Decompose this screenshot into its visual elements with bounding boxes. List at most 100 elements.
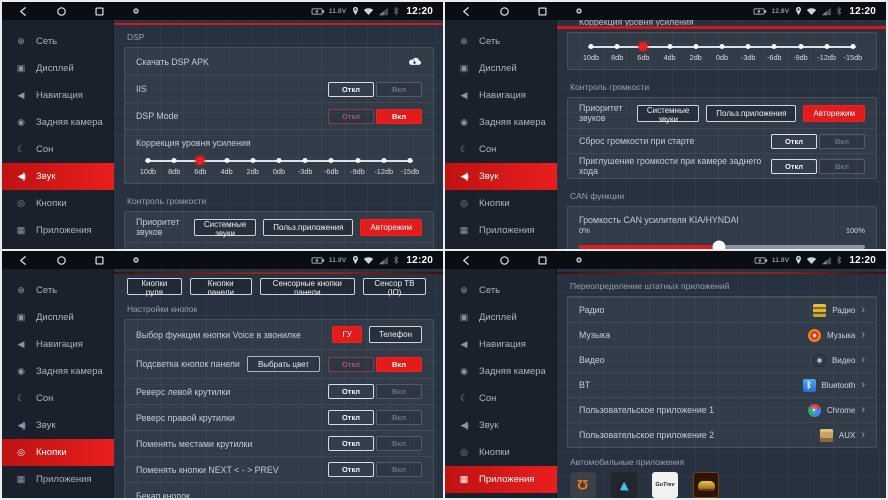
recents-icon[interactable] <box>537 255 548 266</box>
back-icon[interactable] <box>18 6 29 17</box>
gain-tick-dot[interactable] <box>719 44 725 49</box>
gain-tick-dot[interactable] <box>224 158 230 163</box>
toggle-off-button[interactable]: Откл <box>771 133 817 149</box>
recents-icon[interactable] <box>94 6 105 17</box>
sidebar-item[interactable]: Сеть <box>2 277 114 304</box>
can-volume-thumb[interactable] <box>712 240 726 249</box>
chevron-right-icon[interactable] <box>861 305 865 316</box>
priority-option-button[interactable]: Авторежим <box>803 104 865 122</box>
priority-option-button[interactable]: Системные звуки <box>193 218 257 238</box>
gain-tick-dot[interactable] <box>588 44 594 49</box>
gain-tick-dot[interactable] <box>638 42 648 51</box>
home-icon[interactable] <box>56 255 67 266</box>
gain-tick-dot[interactable] <box>145 158 151 163</box>
app-override-row[interactable]: Музыка Музыка <box>568 322 876 347</box>
toggle-on-button[interactable]: Вкл <box>376 436 422 451</box>
app-override-row[interactable]: Радио Радио <box>568 297 876 322</box>
sidebar-item[interactable]: Навигация <box>445 331 557 358</box>
recents-icon[interactable] <box>94 255 105 266</box>
chevron-right-icon[interactable] <box>861 330 865 341</box>
app-override-row[interactable]: Видео Видео <box>568 347 876 372</box>
recents-icon[interactable] <box>537 6 548 17</box>
sidebar-item[interactable]: Дисплей <box>2 55 114 82</box>
sidebar-item[interactable]: Звук <box>2 163 114 190</box>
gain-tick-dot[interactable] <box>381 158 387 163</box>
sidebar-item[interactable]: Дисплей <box>2 304 114 331</box>
sidebar-item[interactable]: Звук <box>445 163 557 190</box>
toggle-off-button[interactable]: Откл <box>328 108 374 124</box>
toggle-off-button[interactable]: Откл <box>328 436 374 451</box>
app-override-row[interactable]: Пользовательское приложение 2 AUX <box>568 422 876 447</box>
voice-option-button[interactable]: Телефон <box>368 326 422 343</box>
back-icon[interactable] <box>461 255 472 266</box>
home-icon[interactable] <box>56 6 67 17</box>
car-app-icon[interactable]: GoTrev <box>652 472 678 498</box>
sidebar-item[interactable]: Задняя камера <box>2 109 114 136</box>
gain-tick-dot[interactable] <box>302 158 308 163</box>
gain-tick-dot[interactable] <box>328 158 334 163</box>
toggle-on-button[interactable]: Вкл <box>376 410 422 425</box>
toggle-off-button[interactable]: Откл <box>328 356 374 372</box>
sidebar-item[interactable]: Сон <box>445 136 557 163</box>
toggle-off-button[interactable]: Откл <box>328 410 374 425</box>
gain-tick-dot[interactable] <box>771 44 777 49</box>
sidebar-item[interactable]: Кнопки <box>2 439 114 466</box>
chevron-right-icon[interactable] <box>861 355 865 366</box>
priority-option-button[interactable]: Системные звуки <box>636 104 700 124</box>
sidebar-item[interactable]: Сеть <box>445 277 557 304</box>
back-icon[interactable] <box>461 6 472 17</box>
sidebar-item[interactable]: Кнопки <box>445 190 557 217</box>
gain-tick-dot[interactable] <box>276 158 282 163</box>
download-cloud-icon[interactable] <box>407 56 422 67</box>
pick-color-button[interactable]: Выбрать цвет <box>246 356 320 372</box>
tab-button[interactable]: Кнопки руля <box>127 278 182 297</box>
sidebar-item[interactable]: Сон <box>2 385 114 412</box>
gain-tick-dot[interactable] <box>798 44 803 49</box>
chevron-right-icon[interactable] <box>861 380 865 391</box>
gain-tick-dot[interactable] <box>614 44 620 49</box>
gain-tick-dot[interactable] <box>824 44 830 49</box>
toggle-on-button[interactable]: Вкл <box>376 108 422 124</box>
toggle-off-button[interactable]: Откл <box>328 462 374 477</box>
sidebar-item[interactable]: Навигация <box>2 82 114 109</box>
toggle-on-button[interactable]: Вкл <box>376 81 422 97</box>
gain-tick-dot[interactable] <box>745 44 751 49</box>
sidebar-item[interactable]: Задняя камера <box>2 358 114 385</box>
gain-tick-dot[interactable] <box>195 156 205 165</box>
screenshot-icon[interactable] <box>575 7 583 15</box>
sidebar-item[interactable]: Задняя камера <box>445 109 557 136</box>
sidebar-item[interactable]: Дисплей <box>445 304 557 331</box>
sidebar-item[interactable]: Приложения <box>2 217 114 244</box>
gain-tick-dot[interactable] <box>850 44 856 49</box>
screenshot-icon[interactable] <box>132 256 140 264</box>
sidebar-item[interactable]: Приложения <box>445 217 557 244</box>
screenshot-icon[interactable] <box>575 256 583 264</box>
tab-button[interactable]: Кнопки панели <box>189 278 252 297</box>
priority-option-button[interactable]: Авторежим <box>360 218 422 236</box>
sidebar-item[interactable]: Звук <box>2 412 114 439</box>
sidebar-item[interactable]: Сеть <box>445 28 557 55</box>
toggle-on-button[interactable]: Вкл <box>376 248 422 249</box>
sidebar-item[interactable]: Кнопки <box>445 439 557 466</box>
chevron-right-icon[interactable] <box>861 430 865 441</box>
gain-tick-dot[interactable] <box>667 44 673 49</box>
toggle-on-button[interactable]: Вкл <box>819 133 865 149</box>
download-dsp-apk-row[interactable]: Скачать DSP APK <box>125 48 433 75</box>
toggle-off-button[interactable]: Откл <box>771 158 817 174</box>
sidebar-item[interactable]: Задняя камера <box>445 358 557 385</box>
sidebar-item[interactable]: Звук <box>445 412 557 439</box>
sidebar-item[interactable]: Приложения <box>2 466 114 493</box>
gain-tick-dot[interactable] <box>693 44 699 49</box>
car-app-icon[interactable] <box>570 472 596 498</box>
gain-tick-dot[interactable] <box>250 158 256 163</box>
tab-button[interactable]: Сенсорные кнопки панели <box>259 278 355 297</box>
app-override-row[interactable]: Пользовательское приложение 1 Chrome <box>568 397 876 422</box>
car-app-icon[interactable] <box>611 472 637 498</box>
sidebar-item[interactable]: Кнопки <box>2 190 114 217</box>
toggle-off-button[interactable]: Откл <box>328 248 374 249</box>
back-icon[interactable] <box>18 255 29 266</box>
priority-option-button[interactable]: Польз.приложения <box>263 218 354 236</box>
toggle-on-button[interactable]: Вкл <box>376 356 422 372</box>
priority-option-button[interactable]: Польз.приложения <box>706 104 797 122</box>
gain-tick-dot[interactable] <box>355 158 360 163</box>
